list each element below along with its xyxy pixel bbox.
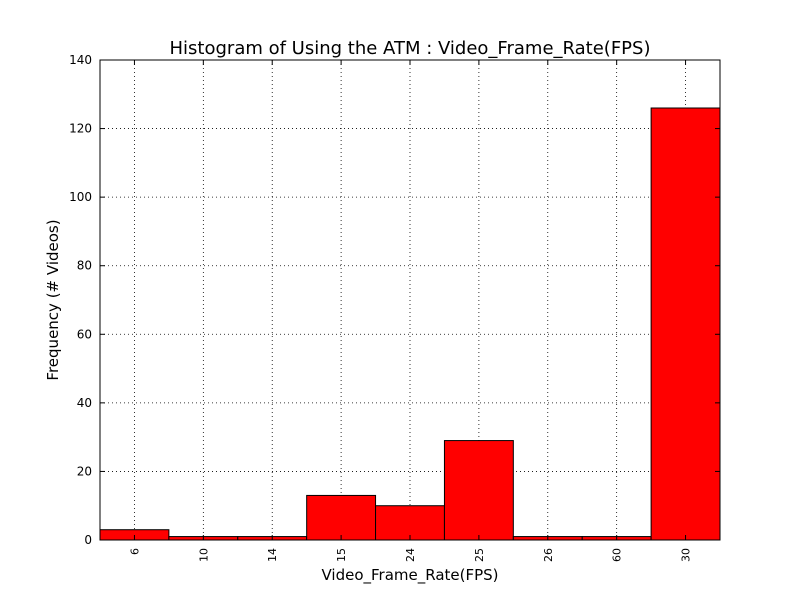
- x-tick-label: 25: [473, 548, 486, 562]
- ticks-layer: 0 20 40 60 80 100 120 140 6 10 14 15 24 25 26 60 30: [69, 53, 720, 562]
- x-tick-label: 60: [611, 548, 624, 562]
- grid-layer: [100, 59, 720, 541]
- chart-title: Histogram of Using the ATM : Video_Frame…: [170, 38, 651, 59]
- histogram-bar: [650, 107, 721, 541]
- histogram-bar: [306, 494, 377, 541]
- x-axis-label: Video_Frame_Rate(FPS): [321, 566, 498, 585]
- x-tick-label: 14: [266, 548, 279, 562]
- y-tick-label: 60: [77, 327, 92, 341]
- x-tick-label: 26: [542, 548, 555, 562]
- y-tick-label: 80: [77, 259, 92, 273]
- y-tick-label: 100: [69, 190, 92, 204]
- y-tick-label: 140: [69, 53, 92, 67]
- x-tick-label: 24: [404, 548, 417, 562]
- y-tick-label: 0: [84, 533, 92, 547]
- x-tick-label: 10: [197, 548, 210, 562]
- x-tick-label: 6: [128, 548, 141, 555]
- y-tick-label: 120: [69, 122, 92, 136]
- x-tick-label: 15: [335, 548, 348, 562]
- x-tick-label: 30: [680, 548, 693, 562]
- y-tick-label: 20: [77, 464, 92, 478]
- y-tick-label: 40: [77, 396, 92, 410]
- histogram-bar: [443, 440, 514, 541]
- y-axis-label: Frequency (# Videos): [44, 219, 62, 380]
- histogram-bar: [375, 505, 445, 541]
